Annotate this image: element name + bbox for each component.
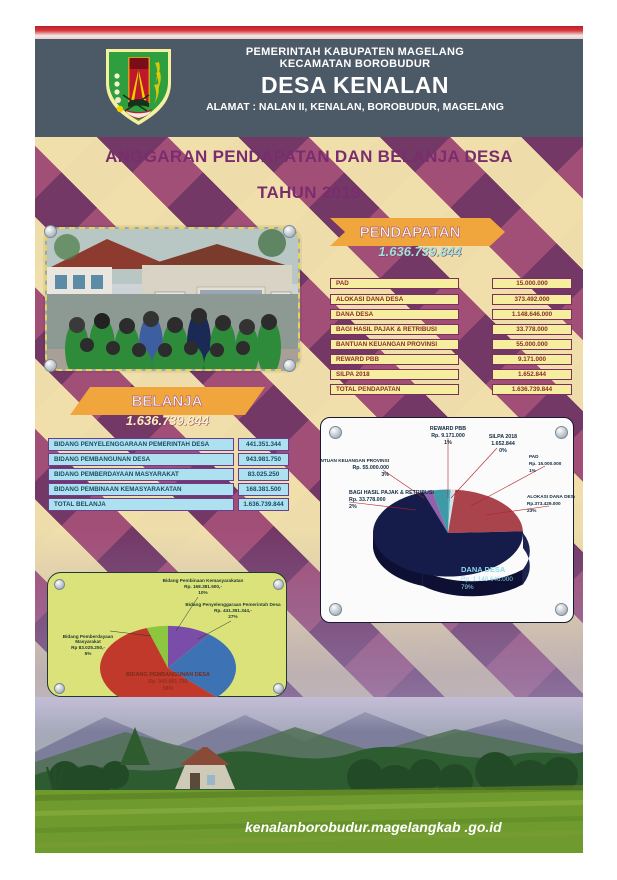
svg-text:REWARD PBB: REWARD PBB <box>430 426 466 432</box>
svg-text:Rp. 1.148.646.000: Rp. 1.148.646.000 <box>461 576 513 583</box>
svg-text:Bidang Penyelenggaraan Pemeri: Bidang Penyelenggaraan Pemerintah Desa <box>185 602 281 607</box>
svg-text:PENDAPATAN: PENDAPATAN <box>360 224 461 241</box>
svg-text:Rp. 33.778.000: Rp. 33.778.000 <box>349 497 386 503</box>
svg-text:Rp.373.429.000: Rp.373.429.000 <box>527 501 561 506</box>
svg-text:1%: 1% <box>444 440 452 446</box>
svg-text:Rp. 441.351.344,-: Rp. 441.351.344,- <box>214 608 252 613</box>
svg-text:23%: 23% <box>527 508 537 513</box>
svg-text:Rp. 168.381.500,-: Rp. 168.381.500,- <box>184 584 222 589</box>
svg-text:PAD: PAD <box>529 454 539 459</box>
svg-text:0%: 0% <box>499 448 507 454</box>
svg-text:Masyarakat: Masyarakat <box>75 639 101 644</box>
svg-text:DANA DESA: DANA DESA <box>461 565 506 574</box>
svg-text:Rp. 15.000.000: Rp. 15.000.000 <box>529 461 562 466</box>
svg-text:3%: 3% <box>381 472 389 478</box>
svg-text:10%: 10% <box>198 590 208 595</box>
svg-text:Rp. 55.000.000: Rp. 55.000.000 <box>352 465 389 471</box>
svg-text:BANTUAN KEUANGAN PROVINSI: BANTUAN KEUANGAN PROVINSI <box>321 458 389 463</box>
svg-text:Rp. 9.171.000: Rp. 9.171.000 <box>431 433 465 439</box>
svg-text:BIDANG PEMBANGUNAN DESA: BIDANG PEMBANGUNAN DESA <box>126 672 210 678</box>
svg-text:Rp. 943.981.750: Rp. 943.981.750 <box>148 679 187 685</box>
svg-text:1%: 1% <box>529 468 537 473</box>
svg-text:2%: 2% <box>349 504 357 510</box>
svg-text:BELANJA: BELANJA <box>132 393 203 410</box>
svg-text:1.652.844: 1.652.844 <box>491 441 515 447</box>
svg-text:BAGI HASIL PAJAK & RETRIBUSI: BAGI HASIL PAJAK & RETRIBUSI <box>349 490 434 496</box>
svg-text:5%: 5% <box>85 651 93 656</box>
svg-text:58%: 58% <box>163 686 174 692</box>
svg-text:Rp 83.025.250,-: Rp 83.025.250,- <box>71 645 105 650</box>
svg-text:27%: 27% <box>228 614 238 619</box>
svg-text:79%: 79% <box>461 584 474 591</box>
svg-text:ALOKASI DANA DESA: ALOKASI DANA DESA <box>527 494 575 499</box>
svg-text:SILPA 2018: SILPA 2018 <box>489 434 517 440</box>
svg-text:Bidang Pembinaan Kemasyarakat: Bidang Pembinaan Kemasyarakatan <box>163 578 244 583</box>
